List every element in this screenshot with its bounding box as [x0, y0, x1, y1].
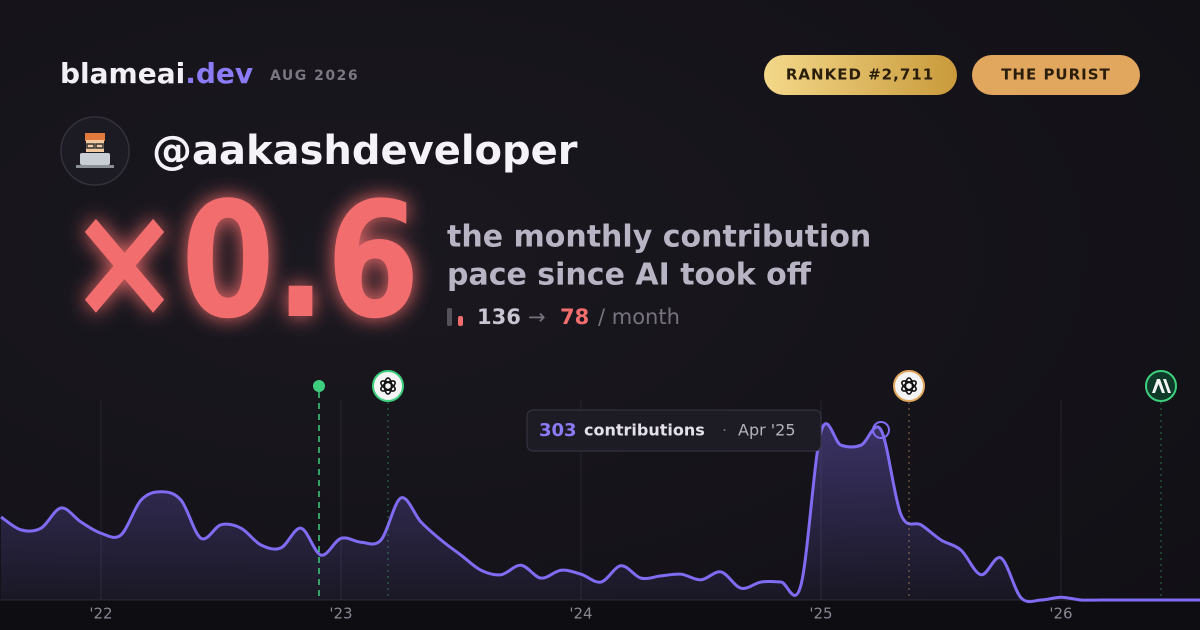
hover-point — [872, 421, 890, 440]
pace-unit: / month — [598, 305, 680, 329]
pace-arrow: → — [528, 305, 546, 329]
avatar — [60, 116, 130, 186]
caption-line: pace since AI took off — [447, 258, 812, 293]
title-badge — [972, 55, 1140, 95]
tooltip-separator: · — [722, 421, 727, 440]
area-fill — [1, 423, 1200, 602]
x-tick-label: '26 — [1049, 605, 1072, 623]
tooltip-value: 303 — [539, 420, 577, 441]
axis-band — [0, 600, 1200, 630]
x-tick-label: '25 — [809, 605, 832, 623]
tooltip-box — [526, 409, 822, 452]
tooltip-date: Apr '25 — [738, 421, 796, 440]
pace-after: 78 — [560, 305, 589, 329]
brand-name: blameai — [60, 57, 185, 90]
pace-icon — [447, 308, 452, 326]
multiplier: ×0.6 — [68, 167, 420, 354]
caption-line: the monthly contribution — [447, 220, 871, 255]
chart: '22 '23 '24 '25 '26 303 contributions · Apr '25 — [0, 400, 1200, 630]
x-tick-label: '24 — [569, 605, 592, 623]
title-badge-text: THE PURIST — [1001, 66, 1111, 84]
x-tick-label: '22 — [89, 605, 112, 623]
handle: @aakashdeveloper — [152, 128, 578, 174]
line — [0, 422, 1200, 604]
event-markers — [313, 370, 1177, 600]
rank-badge — [764, 55, 957, 95]
brand: blameai.dev — [60, 57, 253, 90]
tooltip: 303 contributions · Apr '25 — [526, 409, 822, 452]
x-tick-label: '23 — [329, 605, 352, 623]
rank-badge-text: RANKED #2,711 — [786, 66, 934, 84]
date: AUG 2026 — [270, 68, 359, 84]
pace-before: 136 — [477, 305, 521, 329]
brand-tld: .dev — [185, 57, 253, 90]
pace-icon — [458, 316, 463, 326]
tooltip-label: contributions — [584, 421, 705, 440]
